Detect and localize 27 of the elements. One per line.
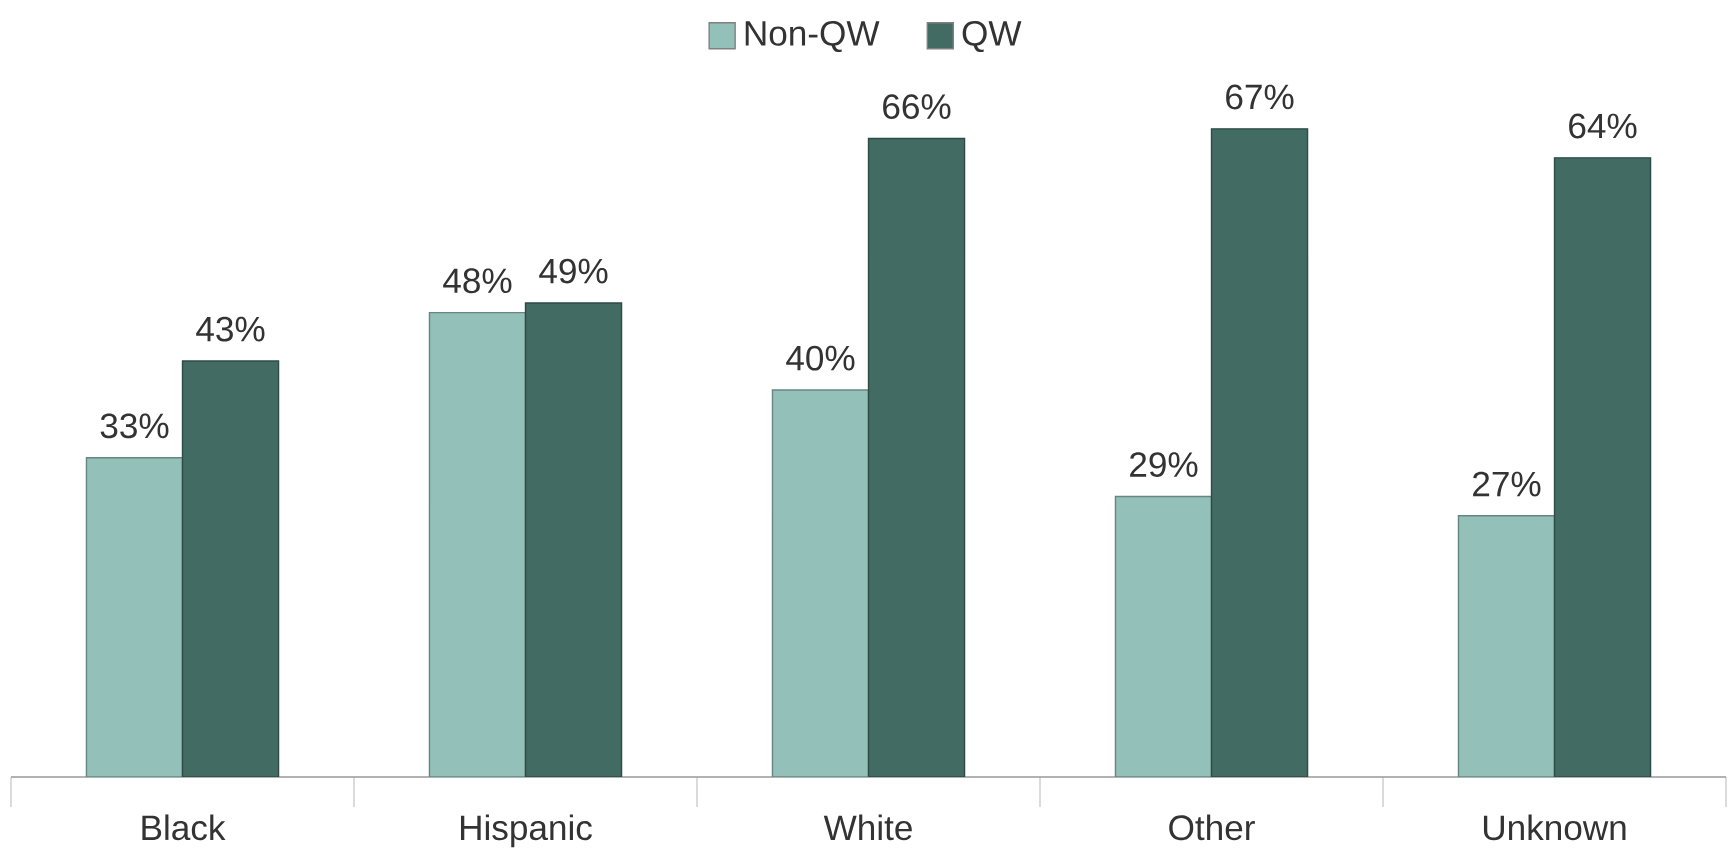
data-label: 43% [196, 316, 265, 342]
x-tick-label: White [823, 814, 912, 841]
data-label: 67% [1226, 84, 1294, 110]
data-label: 27% [1473, 471, 1541, 497]
bar [1553, 157, 1652, 778]
x-tick-label: Hispanic [460, 814, 592, 848]
x-tick-label: Black [142, 814, 226, 841]
bar [867, 137, 966, 778]
bar [771, 389, 870, 778]
data-label: 66% [883, 94, 951, 120]
data-label: 40% [786, 345, 855, 371]
bar [428, 311, 527, 778]
x-tick-label: Unknown [1483, 814, 1626, 841]
bar [85, 457, 184, 778]
bar [524, 302, 623, 778]
legend-label: QW [962, 20, 1022, 53]
data-label: 64% [1569, 113, 1637, 139]
x-tick-label: Other [1169, 814, 1255, 841]
data-label: 48% [443, 268, 512, 294]
data-label: 29% [1130, 452, 1198, 478]
legend-label: Non-QW [745, 20, 880, 53]
bar [1457, 515, 1556, 778]
bar [181, 360, 280, 778]
bar [1114, 495, 1213, 778]
bar [1210, 128, 1309, 778]
data-label: 33% [100, 413, 169, 439]
data-label: 49% [539, 258, 608, 284]
